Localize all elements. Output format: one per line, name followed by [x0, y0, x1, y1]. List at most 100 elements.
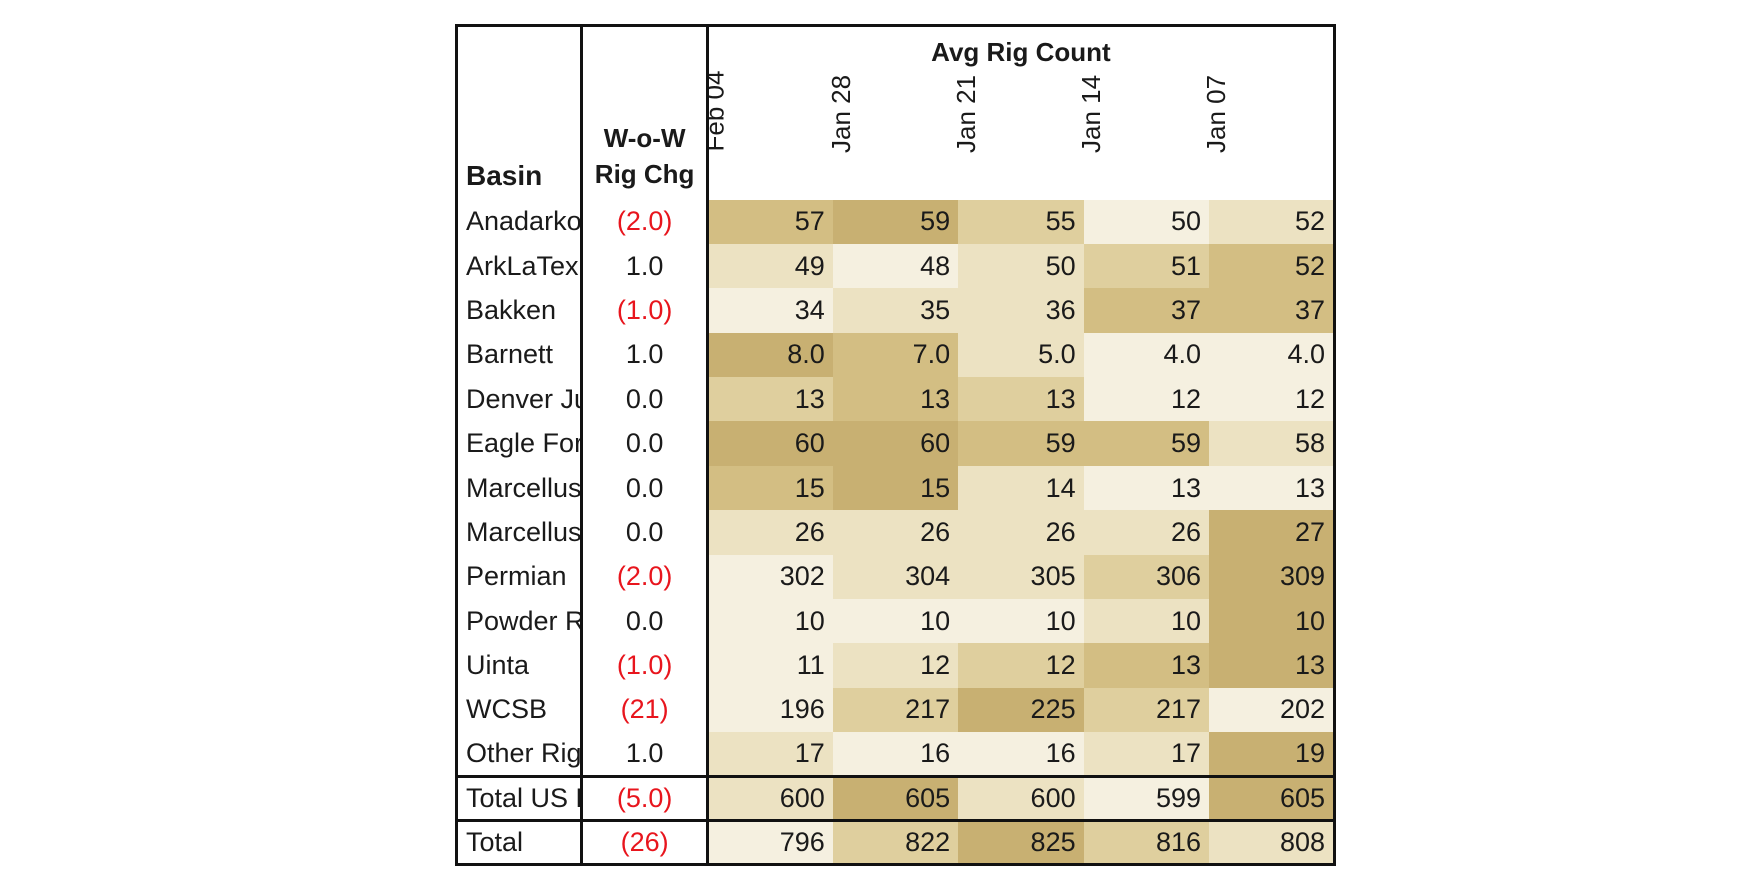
date-header-jan28: Jan 28 [826, 74, 959, 192]
table-body: Anadarko (2.0) 57 59 55 50 52 ArkLaTex 1.0 49 48 50… [454, 199, 1337, 867]
date-label: Jan 28 [826, 74, 857, 153]
rig-count-table-container: Basin W-o-W Rig Chg Avg Rig Count Feb 04… [454, 24, 1337, 867]
rig-count-cell: 12 [1209, 377, 1337, 422]
wow-change-cell: 0.0 [580, 465, 709, 511]
basin-name-cell: Anadarko [454, 199, 582, 244]
basin-name-cell: Total [454, 819, 582, 867]
wow-change-cell: (2.0) [580, 199, 709, 244]
rig-count-cell: 5.0 [958, 332, 1084, 378]
wow-change-cell: (1.0) [580, 288, 709, 333]
rig-count-cell: 599 [1083, 775, 1210, 821]
table-row: ArkLaTex 1.0 49 48 50 51 52 [454, 243, 1337, 289]
rig-count-cell: 10 [707, 599, 833, 644]
wow-change-cell: (21) [580, 687, 709, 733]
rig-count-cell: 37 [1083, 288, 1210, 333]
wow-change-cell: 0.0 [580, 510, 709, 555]
rig-count-cell: 825 [958, 819, 1084, 867]
basin-name-cell: Powder River [454, 599, 582, 644]
rig-count-cell: 302 [707, 554, 833, 600]
wow-change-cell: 0.0 [580, 421, 709, 466]
date-header-jan07: Jan 07 [1201, 74, 1331, 192]
rig-count-cell: 59 [832, 199, 959, 244]
rig-count-cell: 822 [832, 819, 959, 867]
total-row: Total (26) 796 822 825 816 808 [454, 819, 1337, 867]
rig-count-cell: 60 [707, 421, 833, 466]
rig-count-cell: 26 [1083, 510, 1210, 555]
date-header-cells: Feb 04 Jan 28 Jan 21 Jan 14 Jan 07 [707, 70, 1332, 192]
rig-count-cell: 17 [1083, 732, 1210, 777]
wow-change-cell: 0.0 [580, 377, 709, 422]
rig-count-cell: 35 [832, 288, 959, 333]
rig-count-cell: 605 [832, 775, 959, 821]
rig-count-cell: 26 [832, 510, 959, 555]
rig-count-cell: 57 [707, 199, 833, 244]
rig-count-cell: 13 [958, 377, 1084, 422]
basin-name-cell: Eagle Ford [454, 421, 582, 466]
rig-count-cell: 808 [1209, 819, 1337, 867]
basin-name-cell: Permian [454, 554, 582, 600]
rig-count-cell: 14 [958, 465, 1084, 511]
basin-column-header: Basin [454, 24, 582, 200]
table-row: WCSB (21) 196 217 225 217 202 [454, 687, 1337, 733]
rig-count-cell: 15 [832, 465, 959, 511]
rig-count-cell: 19 [1209, 732, 1337, 777]
rig-count-cell: 13 [1083, 465, 1210, 511]
rig-count-cell: 59 [1083, 421, 1210, 466]
rig-count-cell: 11 [707, 643, 833, 688]
wow-change-cell: 0.0 [580, 599, 709, 644]
rig-count-cell: 26 [707, 510, 833, 555]
wow-change-column-header: W-o-W Rig Chg [580, 24, 709, 200]
table-row: Uinta (1.0) 11 12 12 13 13 [454, 643, 1337, 688]
rig-count-cell: 796 [707, 819, 833, 867]
rig-count-cell: 4.0 [1209, 332, 1337, 378]
rig-count-cell: 13 [1083, 643, 1210, 688]
rig-count-cell: 202 [1209, 687, 1337, 733]
rig-count-cell: 600 [707, 775, 833, 821]
basin-name-cell: Other Rigs [454, 732, 582, 777]
rig-count-cell: 217 [832, 687, 959, 733]
rig-count-cell: 309 [1209, 554, 1337, 600]
avg-rig-count-title: Avg Rig Count [931, 37, 1111, 67]
rig-count-cell: 13 [707, 377, 833, 422]
wow-change-cell: (2.0) [580, 554, 709, 600]
basin-name-cell: Barnett [454, 332, 582, 378]
basin-name-cell: Marcellus - NE PA [454, 465, 582, 511]
rig-count-cell: 10 [958, 599, 1084, 644]
rig-count-cell: 13 [1209, 465, 1337, 511]
table-row: Barnett 1.0 8.0 7.0 5.0 4.0 4.0 [454, 332, 1337, 378]
wow-change-cell: (5.0) [580, 775, 709, 821]
wow-change-header-line-1: W-o-W [603, 122, 686, 153]
date-label: Jan 14 [1075, 74, 1106, 153]
rig-count-cell: 17 [707, 732, 833, 777]
rig-count-cell: 605 [1209, 775, 1337, 821]
rig-count-cell: 12 [958, 643, 1084, 688]
table-row: Permian (2.0) 302 304 305 306 309 [454, 554, 1337, 600]
rig-count-cell: 50 [958, 243, 1084, 289]
rig-count-cell: 16 [832, 732, 959, 777]
header-row: Basin W-o-W Rig Chg Avg Rig Count Feb 04… [454, 24, 1337, 200]
date-header-jan14: Jan 14 [1076, 74, 1208, 192]
rig-count-cell: 7.0 [832, 332, 959, 378]
rig-count-cell: 36 [958, 288, 1084, 333]
rig-count-cell: 196 [707, 687, 833, 733]
rig-count-cell: 225 [958, 687, 1084, 733]
wow-change-header-line-2: Rig Chg [594, 158, 695, 189]
table-row: Bakken (1.0) 34 35 36 37 37 [454, 288, 1337, 333]
rig-count-cell: 52 [1209, 243, 1337, 289]
rig-count-cell: 306 [1083, 554, 1210, 600]
basin-name-cell: Denver Julesburg [454, 377, 582, 422]
rig-count-cell: 52 [1209, 199, 1337, 244]
rig-count-table: Basin W-o-W Rig Chg Avg Rig Count Feb 04… [454, 24, 1337, 867]
date-label: Feb 04 [707, 70, 730, 152]
rig-count-cell: 37 [1209, 288, 1337, 333]
wow-change-cell: 1.0 [580, 332, 709, 378]
rig-count-cell: 50 [1083, 199, 1210, 244]
rig-count-cell: 59 [958, 421, 1084, 466]
